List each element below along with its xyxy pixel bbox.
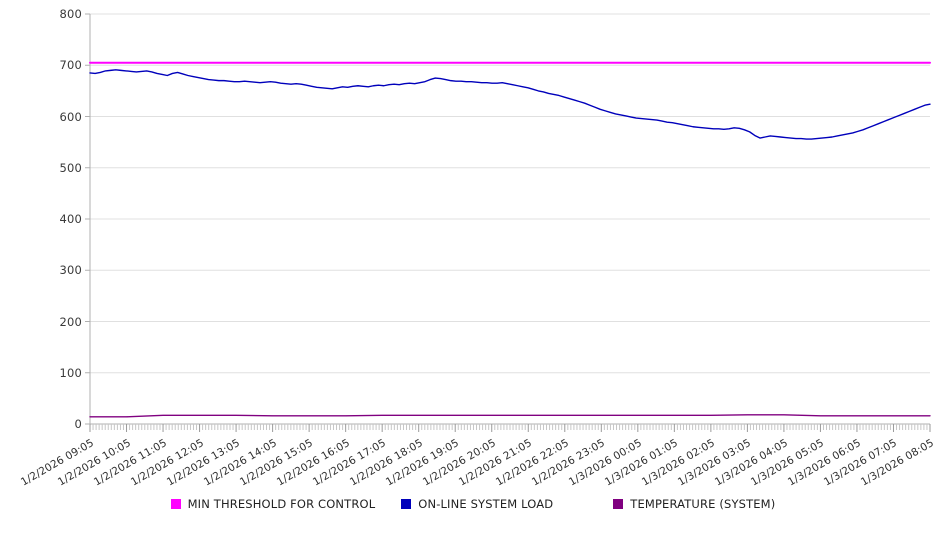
line-chart: 0 100 200 300 400 500 600 700 800 1/2/2026 09:05… [0, 7, 946, 511]
y-axis-label: 600 [59, 109, 82, 124]
x-axis-tick-marks [89, 424, 931, 432]
legend-color-swatch [613, 499, 624, 509]
y-axis-label: 400 [59, 212, 82, 226]
legend-color-swatch [401, 499, 412, 509]
series-line-on-line-system-load [89, 69, 931, 140]
y-axis-label: 500 [59, 160, 82, 175]
y-axis-tick-marks [85, 13, 90, 425]
legend-label: TEMPERATURE (SYSTEM) [630, 497, 776, 511]
legend-item[interactable]: MIN THRESHOLD FOR CONTROL [170, 497, 376, 511]
y-axis-label: 800 [59, 7, 82, 21]
gridlines [90, 13, 930, 425]
plot-canvas [85, 13, 931, 432]
legend-color-swatch [170, 499, 181, 509]
y-axis-label: 0 [74, 417, 82, 431]
data-series-group [89, 61, 931, 418]
series-line-temperature-system [89, 414, 931, 418]
legend-item[interactable]: ON-LINE SYSTEM LOAD [401, 497, 553, 511]
legend-item[interactable]: TEMPERATURE (SYSTEM) [613, 497, 775, 511]
y-axis-label: 200 [59, 314, 82, 329]
legend-label: ON-LINE SYSTEM LOAD [418, 497, 554, 511]
y-axis-label: 300 [59, 263, 82, 278]
chart-legend: MIN THRESHOLD FOR CONTROL ON-LINE SYSTEM … [0, 497, 946, 511]
y-axis-label: 700 [59, 58, 82, 73]
y-axis-label: 100 [59, 365, 82, 380]
legend-label: MIN THRESHOLD FOR CONTROL [187, 497, 376, 511]
